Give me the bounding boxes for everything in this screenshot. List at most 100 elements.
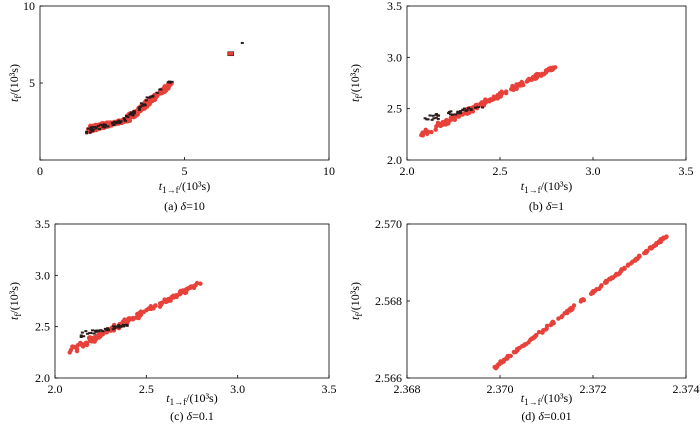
data-point-dark xyxy=(80,331,84,334)
data-point-dark xyxy=(431,114,435,117)
data-point xyxy=(664,234,669,239)
data-point-dark xyxy=(436,114,440,117)
data-point-dark xyxy=(104,123,108,126)
y-tick-label: 2.5 xyxy=(387,102,402,116)
data-point xyxy=(452,117,458,123)
data-point xyxy=(658,239,664,244)
data-point-dark xyxy=(89,332,93,335)
data-point xyxy=(509,86,515,92)
data-point-dark xyxy=(82,335,86,338)
x-tick-label: 2.5 xyxy=(139,382,154,396)
data-point-dark xyxy=(450,113,454,116)
data-point xyxy=(506,354,512,359)
data-point-dark xyxy=(117,324,121,327)
data-point-dark xyxy=(456,112,460,115)
data-point-dark xyxy=(129,111,133,114)
data-point xyxy=(550,67,555,72)
data-point xyxy=(484,99,489,104)
data-point-dark xyxy=(151,95,155,98)
data-point-dark xyxy=(139,102,143,105)
data-point-dark xyxy=(461,108,465,111)
data-point xyxy=(168,298,173,303)
y-axis-label: tf/(10³s) xyxy=(7,64,23,102)
data-point-dark xyxy=(86,127,90,130)
data-point-dark xyxy=(170,80,174,83)
data-point-dark xyxy=(423,117,427,120)
data-point-dark xyxy=(79,335,83,338)
chart-panel-a: 0 5 10 5 10 t1→f/(10³s) tf/(10³s) (a) δ=10 xyxy=(7,0,335,213)
data-point-dark xyxy=(131,111,135,114)
data-point-dark xyxy=(103,327,107,330)
data-point xyxy=(437,121,442,127)
y-axis-label: tf/(10³s) xyxy=(348,64,364,102)
data-point xyxy=(503,89,509,94)
data-point xyxy=(618,269,623,275)
data-point xyxy=(474,102,480,107)
x-axis-label: t1→f/(10³s) xyxy=(159,179,210,195)
x-axis-label: t1→f/(10³s) xyxy=(521,179,572,195)
data-point xyxy=(491,94,497,99)
data-point-dark xyxy=(131,114,135,117)
data-point xyxy=(529,336,534,342)
data-point xyxy=(125,316,131,322)
data-point-dark xyxy=(123,118,127,121)
data-point xyxy=(154,93,159,98)
data-point xyxy=(496,95,501,100)
data-point-dark xyxy=(454,113,458,116)
data-point xyxy=(581,297,587,303)
x-axis-label: t1→f/(10³s) xyxy=(166,391,217,407)
data-point xyxy=(526,340,531,345)
data-point-dark xyxy=(110,121,114,124)
data-point xyxy=(608,276,613,282)
data-point xyxy=(184,287,189,293)
data-point xyxy=(86,335,92,341)
plot-frame xyxy=(39,5,330,161)
data-point xyxy=(80,343,85,348)
data-point-dark xyxy=(476,106,480,109)
data-point-dark xyxy=(140,104,144,107)
data-point xyxy=(448,115,453,121)
data-point xyxy=(514,82,519,87)
data-point-dark xyxy=(428,114,432,117)
data-point xyxy=(625,262,631,267)
x-axis-label: t1→f/(10³s) xyxy=(521,391,572,407)
data-point-dark xyxy=(447,112,451,115)
data-point-dark xyxy=(481,106,485,109)
data-point-dark xyxy=(474,106,478,109)
data-point-dark xyxy=(145,96,149,99)
plot-frame xyxy=(54,223,330,379)
data-point-dark xyxy=(98,127,102,130)
data-point-dark xyxy=(119,120,123,123)
data-point-dark xyxy=(155,91,159,94)
data-point xyxy=(169,295,174,300)
data-point xyxy=(499,360,504,365)
data-point xyxy=(661,236,666,242)
y-tick-label: 2.0 xyxy=(35,371,50,385)
data-point-dark xyxy=(113,120,117,123)
data-point xyxy=(149,306,154,312)
data-point-dark xyxy=(101,125,105,128)
y-tick-label: 2.5 xyxy=(35,320,50,334)
data-point-dark xyxy=(137,107,141,110)
data-point xyxy=(100,332,105,337)
data-point-dark xyxy=(106,327,110,330)
data-point xyxy=(94,335,99,340)
x-tick-label: 2.0 xyxy=(48,382,63,396)
data-point xyxy=(71,344,76,350)
data-point-dark xyxy=(86,332,90,335)
data-point xyxy=(177,291,183,297)
data-point-dark xyxy=(167,80,171,83)
data-point-dark xyxy=(103,126,107,129)
data-point-dark xyxy=(467,107,471,110)
x-tick-label: 0 xyxy=(37,164,43,178)
data-point xyxy=(84,342,90,348)
data-point-dark xyxy=(434,113,438,116)
x-tick-label: 2.368 xyxy=(394,382,421,396)
data-point-dark xyxy=(106,329,110,332)
data-point-dark xyxy=(89,129,93,132)
data-point xyxy=(533,333,539,338)
data-point-dark xyxy=(124,119,128,122)
data-point-dark xyxy=(121,325,125,328)
y-tick-label: 2.566 xyxy=(375,371,402,385)
data-point-dark xyxy=(97,330,101,333)
